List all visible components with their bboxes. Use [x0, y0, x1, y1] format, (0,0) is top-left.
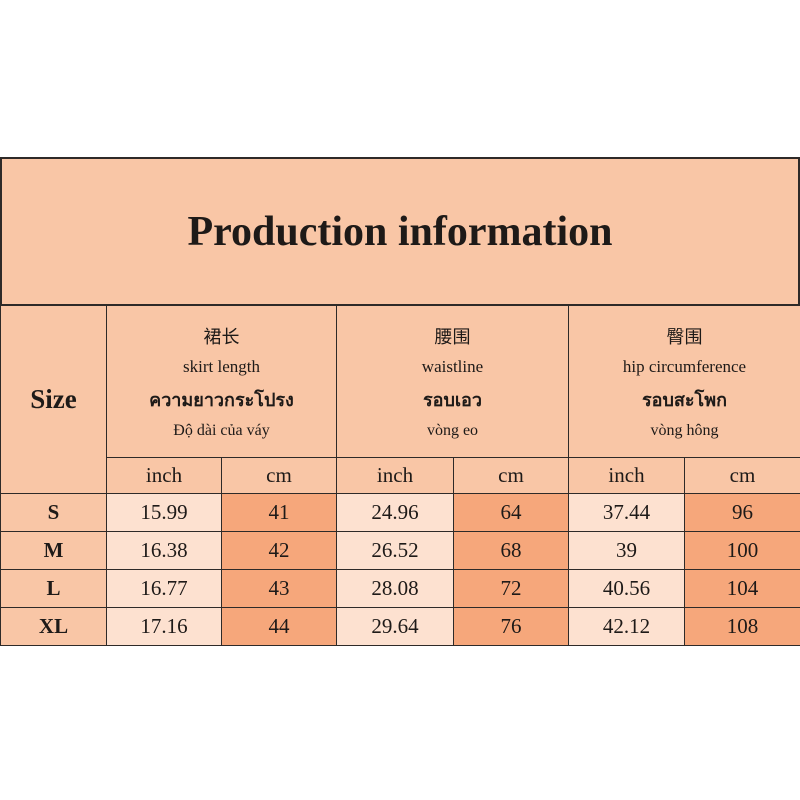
value-cell: 76	[453, 607, 569, 646]
group-line: 裙长	[203, 327, 240, 347]
unit-header: inch	[106, 457, 222, 494]
group-line: รอบเอว	[423, 390, 482, 411]
group-line: vòng eo	[426, 422, 479, 439]
unit-label: inch	[608, 463, 645, 487]
value-cell: 41	[221, 493, 337, 532]
size-name: XL	[38, 614, 69, 638]
value: 29.64	[371, 614, 419, 638]
value-cell: 72	[453, 569, 569, 608]
group-header: 臀围 hip circumference รอบสะโพก vòng hông	[568, 305, 800, 458]
value: 28.08	[371, 576, 419, 600]
value-cell: 17.16	[106, 607, 222, 646]
value: 68	[500, 538, 522, 562]
value: 72	[500, 576, 522, 600]
unit-header: inch	[336, 457, 454, 494]
unit-label: cm	[498, 463, 524, 487]
size-cell: XL	[0, 607, 107, 646]
unit-header: cm	[453, 457, 569, 494]
value: 41	[268, 500, 290, 524]
value-cell: 43	[221, 569, 337, 608]
size-cell: M	[0, 531, 107, 570]
value: 15.99	[140, 500, 188, 524]
value-cell: 40.56	[568, 569, 685, 608]
value: 108	[726, 614, 759, 638]
size-cell: L	[0, 569, 107, 608]
group-line: skirt length	[183, 357, 260, 376]
value-cell: 39	[568, 531, 685, 570]
value: 43	[268, 576, 290, 600]
value-cell: 96	[684, 493, 800, 532]
title-cell: Production information	[0, 157, 800, 306]
value-cell: 24.96	[336, 493, 454, 532]
size-name: M	[43, 538, 64, 562]
value: 100	[726, 538, 759, 562]
group-header: 裙长 skirt length ความยาวกระโปรง Độ dài của v…	[106, 305, 337, 458]
group-line: Độ dài của váy	[173, 422, 270, 439]
unit-label: inch	[376, 463, 414, 487]
unit-header: cm	[221, 457, 337, 494]
value: 16.77	[140, 576, 188, 600]
value-cell: 16.38	[106, 531, 222, 570]
unit-label: inch	[145, 463, 183, 487]
value: 40.56	[602, 576, 651, 600]
size-name: S	[47, 500, 60, 524]
size-label: Size	[30, 384, 77, 414]
group-line: 臀围	[666, 327, 703, 347]
value-cell: 28.08	[336, 569, 454, 608]
value-cell: 29.64	[336, 607, 454, 646]
value: 16.38	[140, 538, 188, 562]
value: 64	[500, 500, 522, 524]
unit-header: cm	[684, 457, 800, 494]
group-line: waistline	[421, 357, 484, 376]
value: 39	[616, 538, 637, 562]
group-line: vòng hông	[650, 422, 719, 439]
value: 37.44	[602, 500, 651, 524]
value-cell: 26.52	[336, 531, 454, 570]
value: 96	[732, 500, 753, 524]
value: 76	[500, 614, 522, 638]
title: Production information	[187, 208, 613, 255]
value-cell: 108	[684, 607, 800, 646]
value: 44	[268, 614, 290, 638]
group-line: ความยาวกระโปรง	[149, 390, 294, 411]
value-cell: 68	[453, 531, 569, 570]
group-line: รอบสะโพก	[642, 390, 727, 411]
size-header: Size	[0, 305, 107, 494]
value-cell: 16.77	[106, 569, 222, 608]
unit-label: cm	[729, 463, 756, 487]
value-cell: 37.44	[568, 493, 685, 532]
value: 26.52	[371, 538, 419, 562]
value-cell: 15.99	[106, 493, 222, 532]
value: 42	[268, 538, 290, 562]
value-cell: 100	[684, 531, 800, 570]
unit-label: cm	[266, 463, 292, 487]
value-cell: 42.12	[568, 607, 685, 646]
unit-header: inch	[568, 457, 685, 494]
value: 104	[726, 576, 759, 600]
value: 24.96	[371, 500, 419, 524]
group-header: 腰围 waistline รอบเอว vòng eo	[336, 305, 569, 458]
value-cell: 64	[453, 493, 569, 532]
value-cell: 42	[221, 531, 337, 570]
value: 42.12	[602, 614, 651, 638]
group-line: 腰围	[434, 327, 471, 347]
value: 17.16	[140, 614, 188, 638]
group-line: hip circumference	[622, 357, 747, 376]
value-cell: 104	[684, 569, 800, 608]
value-cell: 44	[221, 607, 337, 646]
size-name: L	[46, 576, 61, 600]
size-cell: S	[0, 493, 107, 532]
